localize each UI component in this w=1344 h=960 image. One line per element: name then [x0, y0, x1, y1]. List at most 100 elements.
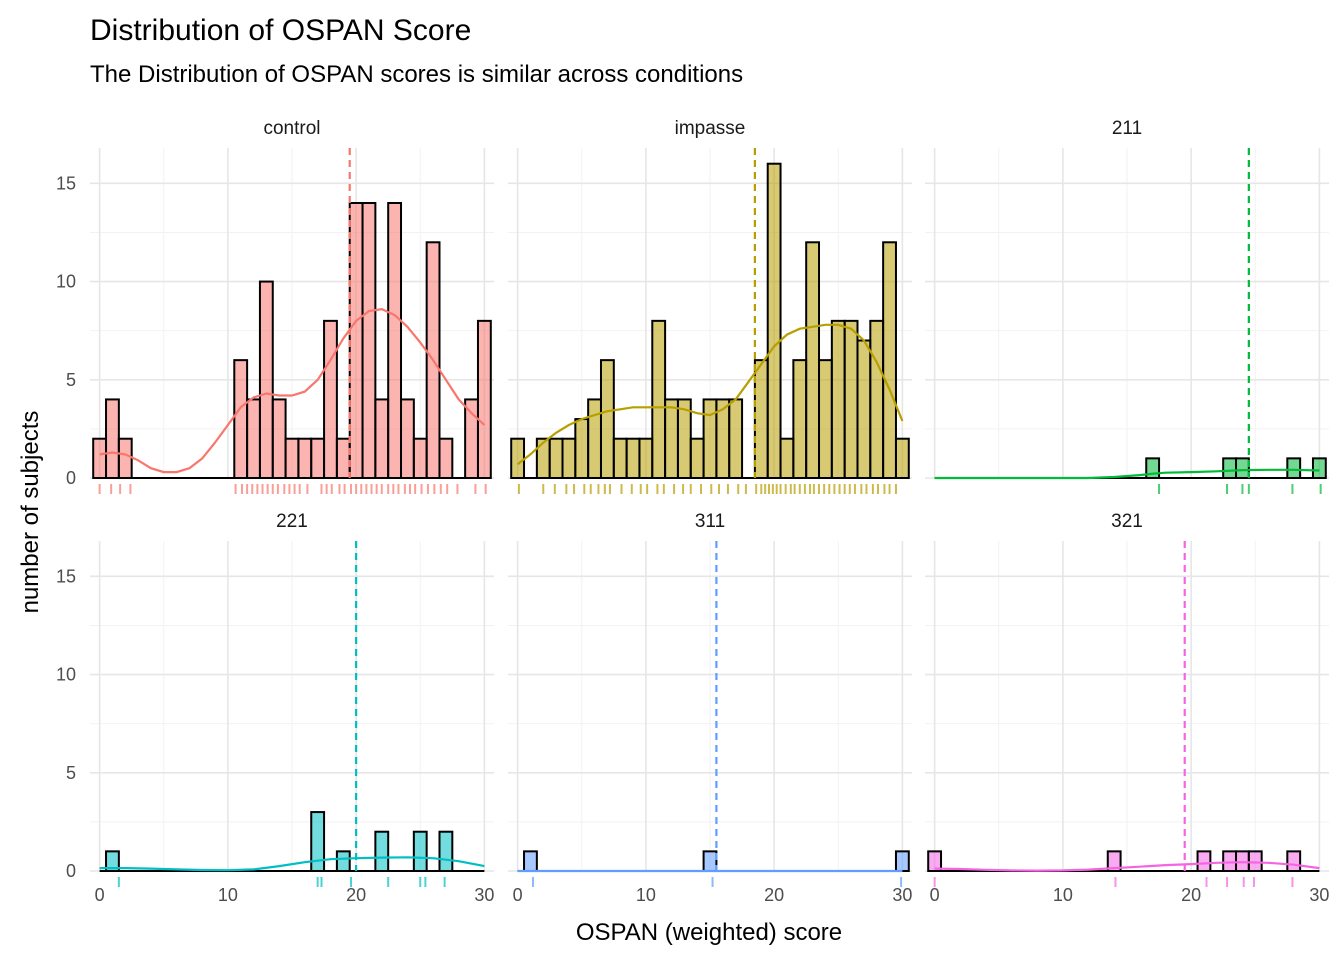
histogram-bar: [612, 437, 628, 480]
x-tick-label: 0: [930, 885, 940, 905]
histogram-bar: [625, 437, 641, 480]
facet-panel-impasse: impasse: [508, 118, 912, 494]
histogram-bar: [766, 162, 782, 479]
density-curve: [934, 861, 1320, 872]
histogram-bar: [1235, 457, 1250, 480]
facet-label: 221: [276, 511, 308, 532]
histogram-bar: [117, 437, 133, 480]
y-tick-label: 0: [66, 468, 76, 488]
histogram-bar: [310, 437, 326, 480]
histogram-bar: [779, 437, 795, 480]
facet-panel-311: 311 0 10 20 30: [508, 511, 912, 905]
histogram-bar: [894, 437, 910, 480]
y-tick-label: 15: [56, 173, 76, 193]
y-tick-label: 15: [56, 566, 76, 586]
x-tick-label: 20: [1181, 885, 1201, 905]
density-curve: [99, 856, 485, 872]
histogram-bar: [856, 339, 872, 479]
histogram-bar: [869, 319, 885, 479]
x-tick-label: 10: [636, 885, 656, 905]
y-tick-label: 5: [66, 370, 76, 390]
histogram-bar: [374, 398, 390, 479]
histogram-bar: [830, 319, 846, 479]
histogram-bar: [258, 280, 274, 480]
histogram-bar: [561, 437, 577, 480]
facet-panel-221: 221 0 5 10 15 0 10 20 30: [56, 511, 494, 905]
y-axis-title: number of subjects: [17, 411, 44, 614]
histogram-bar: [323, 319, 338, 479]
chart-title: Distribution of OSPAN Score: [90, 14, 471, 47]
x-tick-label: 20: [764, 885, 784, 905]
histogram-bar: [805, 241, 821, 479]
histogram-bar: [335, 850, 351, 872]
facet-label: control: [263, 118, 320, 139]
facet-label: impasse: [675, 118, 746, 139]
histogram-bar: [664, 398, 679, 479]
density-curve: [934, 468, 1320, 480]
x-axis-title: OSPAN (weighted) score: [576, 919, 842, 946]
histogram-bar: [271, 398, 287, 479]
histogram-bar: [476, 319, 492, 479]
histogram-bar: [510, 437, 526, 480]
histogram-bar: [753, 359, 769, 479]
histogram-bar: [689, 437, 705, 480]
histogram-bar: [792, 359, 808, 479]
histogram-bar: [599, 359, 615, 479]
y-tick-label: 10: [56, 272, 76, 292]
histogram-bar: [438, 830, 454, 873]
histogram-bar: [894, 850, 910, 872]
x-tick-label: 10: [218, 885, 238, 905]
histogram-bar: [882, 241, 897, 479]
histogram-bar: [523, 850, 538, 872]
histogram-bar: [348, 202, 364, 479]
density-curve: [99, 307, 486, 474]
histogram-bar: [1286, 850, 1302, 872]
histogram-bar: [400, 398, 415, 479]
facet-panel-211: 211: [925, 118, 1329, 494]
histogram-bar: [587, 398, 602, 479]
x-tick-label: 30: [892, 885, 912, 905]
histogram-bar: [105, 398, 120, 479]
histogram-bar: [361, 202, 377, 479]
facet-label: 211: [1112, 118, 1142, 139]
histogram-bar: [574, 418, 590, 480]
chart-subtitle: The Distribution of OSPAN scores is simi…: [90, 61, 743, 88]
histogram-bar: [1196, 850, 1212, 872]
histogram-bar: [335, 437, 351, 480]
histogram-bar: [702, 398, 718, 479]
histogram-bar: [843, 319, 859, 479]
x-tick-label: 0: [95, 885, 105, 905]
histogram-bar: [233, 359, 249, 479]
histogram-bar: [1222, 850, 1238, 872]
histogram-bar: [728, 398, 744, 479]
histogram-bar: [297, 437, 313, 480]
histogram-bar: [702, 850, 718, 872]
histogram-bar: [1247, 850, 1263, 872]
facet-label: 321: [1111, 511, 1143, 532]
x-tick-label: 20: [346, 885, 366, 905]
facet-panel-321: 321 0 10 20 30: [925, 511, 1329, 905]
histogram-bar: [1286, 457, 1302, 480]
histogram-bar: [284, 437, 300, 480]
y-tick-label: 5: [66, 763, 76, 783]
histogram-bar: [818, 359, 833, 479]
histogram-bar: [651, 319, 667, 479]
histogram-bar: [412, 830, 428, 873]
y-tick-label: 0: [66, 861, 76, 881]
histogram-bar: [1222, 457, 1238, 480]
histogram-bar: [1311, 457, 1327, 480]
histogram-bar: [387, 202, 403, 479]
histogram-bar: [438, 437, 454, 480]
density-curve: [516, 323, 904, 466]
histogram-bar: [638, 437, 654, 480]
x-tick-label: 10: [1053, 885, 1073, 905]
x-tick-label: 30: [1309, 885, 1329, 905]
y-tick-label: 10: [56, 665, 76, 685]
histogram-bar: [412, 437, 428, 480]
facet-panel-control: control 0 5 10 15: [56, 118, 494, 494]
histogram-bar: [548, 437, 564, 480]
histogram-bar: [246, 398, 261, 479]
histogram-bar: [374, 830, 390, 873]
